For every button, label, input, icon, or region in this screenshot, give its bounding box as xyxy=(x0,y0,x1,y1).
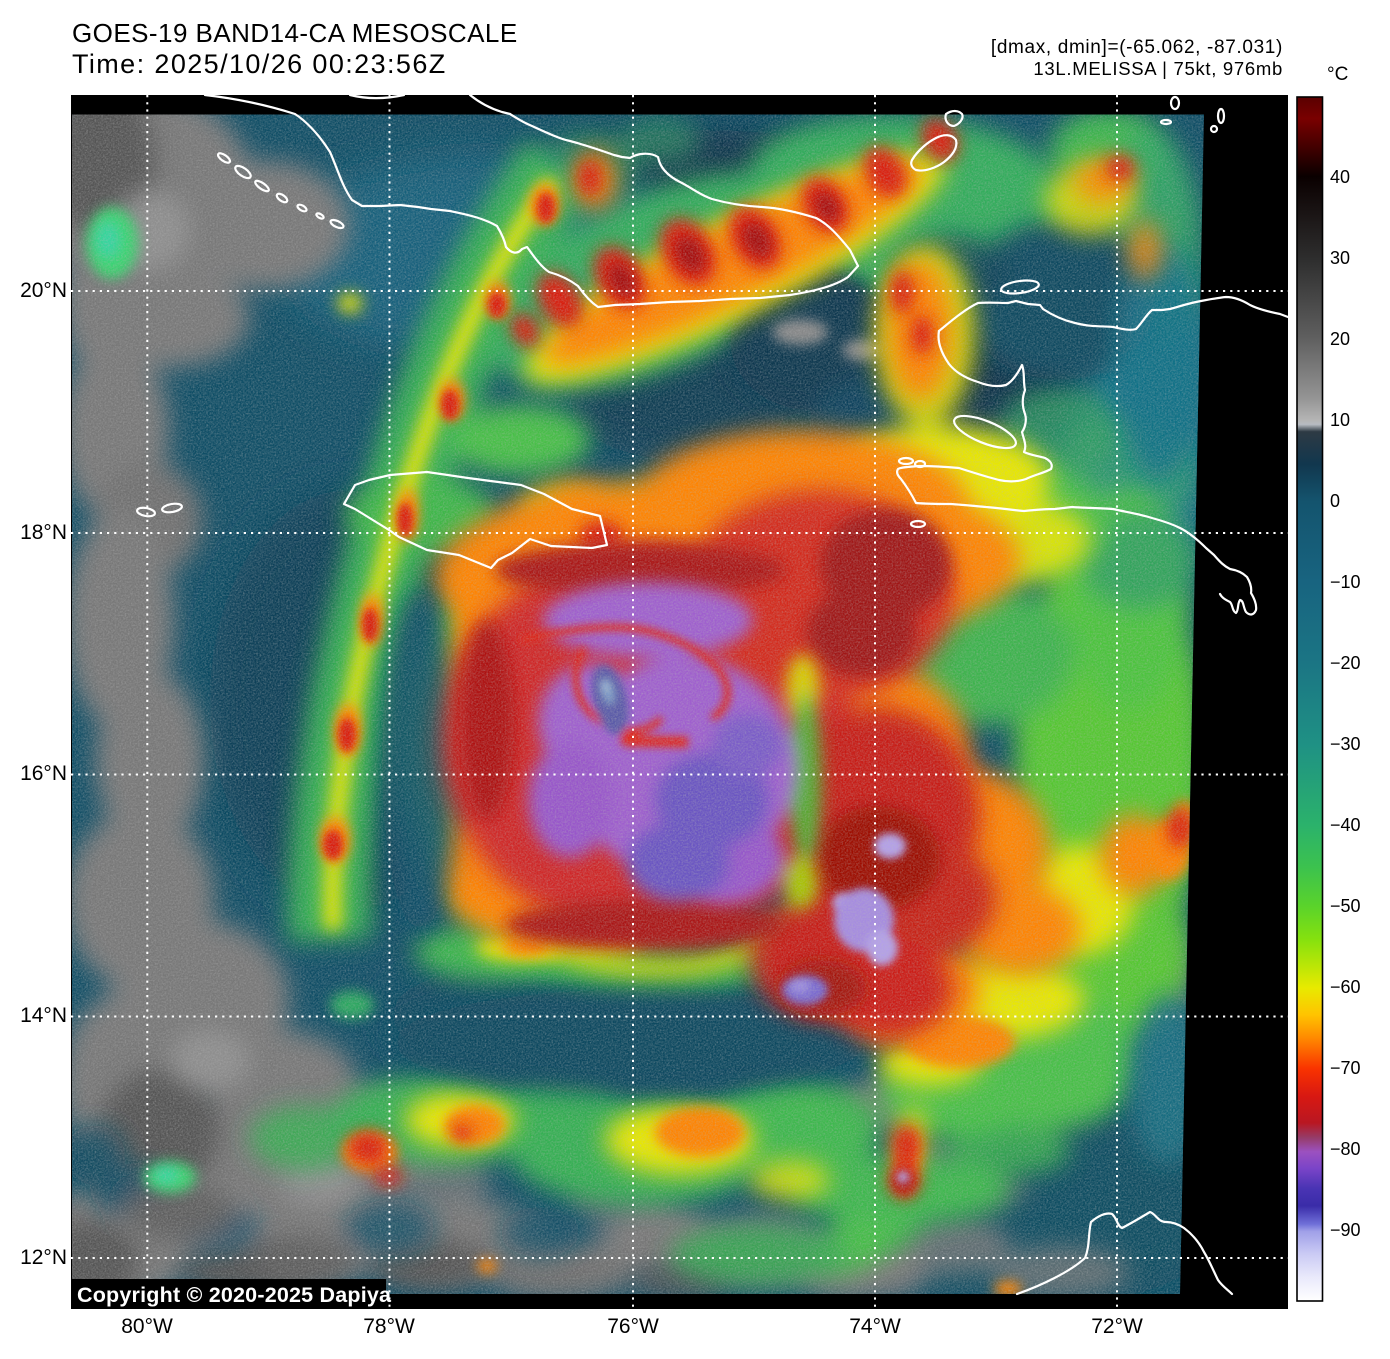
svg-text:Copyright © 2020-2025 Dapiya: Copyright © 2020-2025 Dapiya xyxy=(77,1283,392,1307)
